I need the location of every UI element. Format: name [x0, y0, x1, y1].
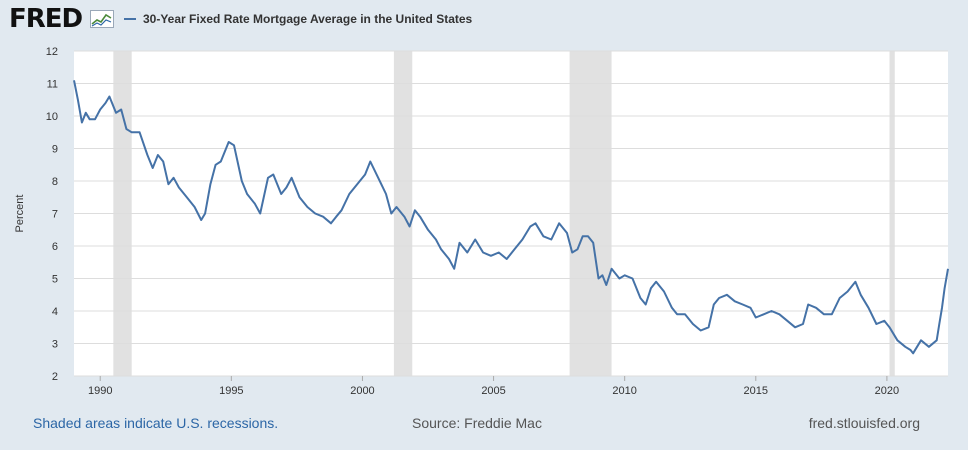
fred-logo[interactable]: FRED [9, 4, 83, 34]
source-note: Source: Freddie Mac [412, 415, 542, 431]
legend-series-label: 30-Year Fixed Rate Mortgage Average in t… [143, 12, 473, 26]
legend-swatch [124, 18, 136, 20]
footer: Shaded areas indicate U.S. recessions. S… [0, 415, 968, 439]
y-tick-2: 2 [52, 371, 58, 383]
x-tick-1995: 1995 [219, 385, 243, 397]
legend[interactable]: 30-Year Fixed Rate Mortgage Average in t… [124, 12, 472, 26]
y-tick-6: 6 [52, 241, 58, 253]
site-url[interactable]: fred.stlouisfed.org [808, 415, 920, 431]
x-tick-2000: 2000 [350, 385, 374, 397]
x-tick-1990: 1990 [88, 385, 112, 397]
recession-note: Shaded areas indicate U.S. recessions. [33, 415, 279, 431]
y-tick-3: 3 [52, 339, 58, 351]
y-tick-4: 4 [52, 306, 58, 318]
x-tick-2020: 2020 [875, 385, 899, 397]
x-tick-2010: 2010 [612, 385, 636, 397]
y-tick-11: 11 [47, 79, 58, 91]
y-tick-10: 10 [46, 111, 58, 123]
header: FRED 30-Year Fixed Rate Mortgage Average… [0, 0, 968, 40]
y-tick-7: 7 [52, 209, 58, 221]
chart: 2 3 4 5 6 7 8 9 10 11 12 1990 1995 2000 2005 2010 2015 20… [14, 46, 949, 397]
y-axis-label: Percent [14, 195, 26, 233]
x-tick-2005: 2005 [481, 385, 505, 397]
fred-chart-icon [90, 10, 114, 28]
x-tick-2015: 2015 [744, 385, 768, 397]
y-tick-8: 8 [52, 176, 58, 188]
y-tick-12: 12 [46, 46, 58, 58]
series-line-0 [73, 80, 949, 355]
y-tick-9: 9 [52, 144, 58, 156]
y-tick-5: 5 [52, 274, 58, 286]
